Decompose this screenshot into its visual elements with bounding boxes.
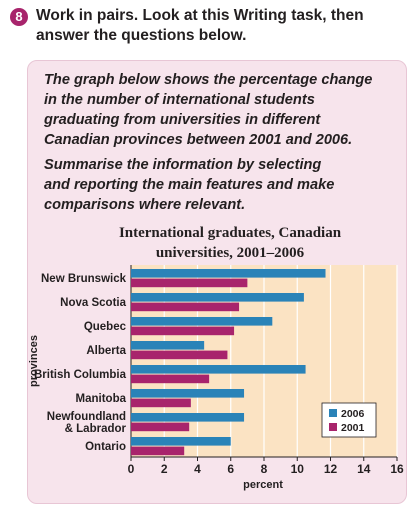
legend-box [321, 402, 377, 438]
category-label: British Columbia [34, 369, 127, 381]
category-label: Nova Scotia [60, 297, 126, 309]
bar-2001 [131, 350, 228, 360]
bar-2001 [131, 374, 210, 384]
bar-2006 [131, 389, 245, 398]
legend-label-2001: 2001 [341, 422, 365, 434]
category-label: Quebec [84, 321, 127, 333]
task-line: Canadian provinces between 2001 and 2006… [44, 132, 353, 148]
bar-2006 [131, 437, 231, 446]
category-label: & Labrador [65, 423, 127, 435]
bar-2001 [131, 446, 185, 456]
x-tick-label: 6 [227, 462, 234, 476]
instruction-line-1: Work in pairs. Look at this Writing task… [36, 7, 364, 24]
bar-2001 [131, 398, 191, 408]
category-label: Newfoundland [47, 411, 126, 423]
exercise-heading: 8 Work in pairs. Look at this Writing ta… [10, 6, 410, 46]
bar-2001 [131, 422, 190, 432]
x-tick-label: 10 [291, 462, 305, 476]
x-tick-label: 4 [194, 462, 201, 476]
category-label: Ontario [85, 441, 126, 453]
bar-2001 [131, 302, 240, 312]
bar-2006 [131, 341, 205, 350]
task-line: graduating from universities in differen… [44, 112, 321, 128]
x-tick-label: 2 [161, 462, 168, 476]
bar-2001 [131, 278, 248, 288]
task-paragraph-2: Summarise the information by selecting a… [44, 155, 384, 215]
y-axis-title: provinces [28, 335, 40, 387]
exercise-instruction: Work in pairs. Look at this Writing task… [36, 6, 410, 46]
x-tick-label: 8 [261, 462, 268, 476]
x-tick-label: 12 [324, 462, 338, 476]
x-tick-label: 16 [390, 462, 404, 476]
bar-2006 [131, 413, 245, 422]
x-tick-label: 0 [128, 462, 135, 476]
task-paragraph-1: The graph below shows the percentage cha… [44, 70, 384, 150]
category-label: Manitoba [76, 393, 127, 405]
category-label: New Brunswick [41, 273, 127, 285]
instruction-line-2: answer the questions below. [36, 27, 247, 44]
bar-2006 [131, 269, 326, 278]
category-label: Alberta [86, 345, 126, 357]
bar-2006 [131, 293, 304, 302]
task-line: in the number of international students [44, 92, 315, 108]
bar-2001 [131, 326, 235, 336]
task-line: The graph below shows the percentage cha… [44, 72, 373, 88]
x-tick-label: 14 [357, 462, 371, 476]
bar-2006 [131, 317, 273, 326]
legend-label-2006: 2006 [341, 408, 365, 420]
exercise-number-badge: 8 [10, 8, 28, 26]
legend-swatch-2001 [329, 423, 337, 431]
chart-title-line-2: universities, 2001–2006 [155, 245, 305, 261]
task-line: Summarise the information by selecting [44, 157, 322, 173]
task-line: comparisons where relevant. [44, 197, 246, 213]
chart-title-line-1: International graduates, Canadian [118, 225, 342, 241]
bar-2006 [131, 365, 306, 374]
x-axis-title: percent [243, 479, 283, 491]
task-line: and reporting the main features and make [44, 177, 335, 193]
legend-swatch-2006 [329, 409, 337, 417]
